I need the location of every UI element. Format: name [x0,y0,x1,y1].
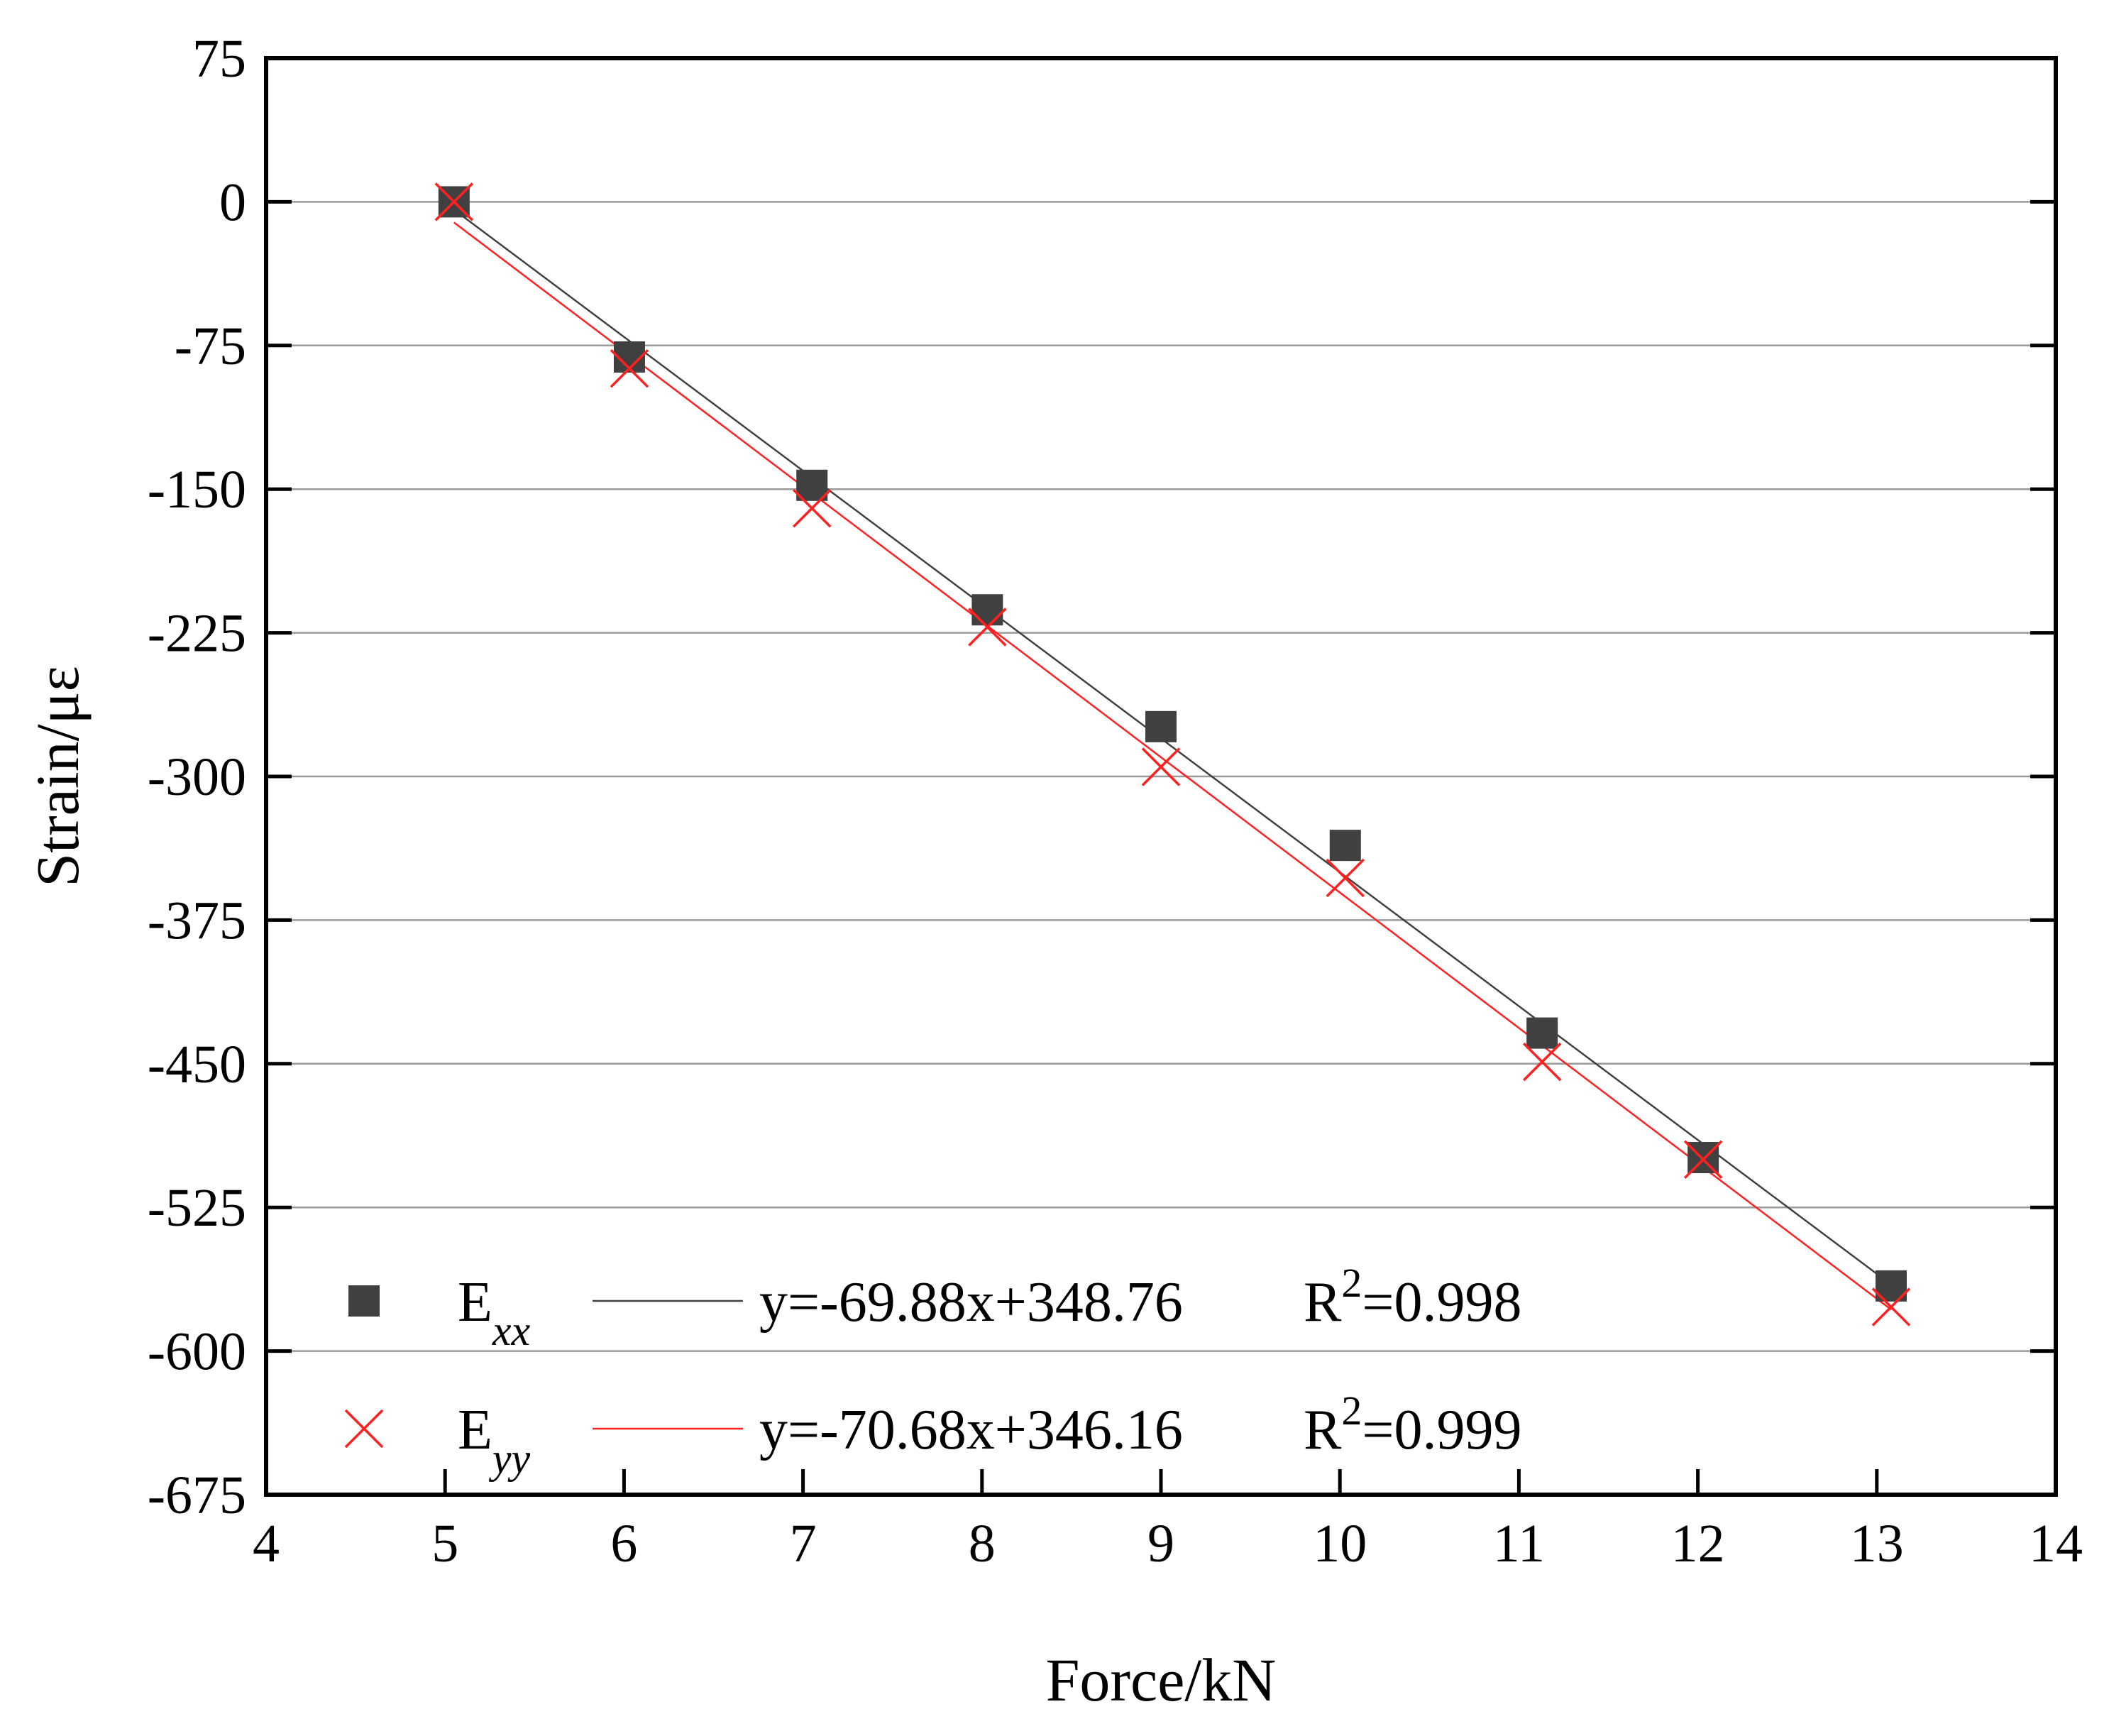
fit-line-xx [453,209,1892,1285]
legend-r2-sup-yy: 2 [1341,1388,1362,1434]
legend-r2-yy: R2=0.999 [1304,1388,1521,1461]
x-tick-label: 8 [969,1514,996,1573]
point-yy-stroke-b [1141,747,1181,786]
x-tick-label: 6 [610,1514,637,1573]
y-tick-labels: 75 0 -75 -150 -225 -300 -375 -450 -525 -600 -675 [148,29,246,1525]
x-tick-label: 14 [2029,1514,2083,1573]
legend-marker-yy-stroke-b [344,1409,384,1449]
y-tick-label: 0 [219,172,246,232]
point-yy [1683,1140,1723,1179]
legend-subscript-xx: xx [492,1307,531,1354]
legend-label-xx: Exx [458,1271,531,1354]
point-yy [434,182,474,221]
y-tick-label: 75 [192,29,246,89]
x-axis-title: Force/kN [1046,1646,1277,1714]
y-tick-label: -300 [148,747,246,807]
point-yy [968,608,1007,647]
point-yy-stroke-b [434,182,474,221]
y-tick-label: -600 [148,1322,246,1382]
point-yy [792,488,832,528]
legend-r2-sup-xx: 2 [1341,1260,1362,1306]
point-yy [1522,1042,1562,1082]
x-tick-label: 10 [1313,1514,1367,1573]
legend-equation-yy: y=-70.68x+346.16 [759,1399,1183,1461]
fit-lines [453,209,1892,1311]
legend-subscript-yy: yy [488,1435,531,1482]
x-tick-label: 13 [1850,1514,1904,1573]
point-yy [1871,1287,1911,1326]
legend-equation-xx: y=-69.88x+348.76 [759,1271,1183,1334]
point-yy-stroke-b [968,608,1007,647]
fit-line-yy [453,221,1892,1311]
point-yy [610,348,649,388]
y-tick-label: -450 [148,1035,246,1094]
y-tick-label: -75 [175,317,246,376]
point-xx [1145,710,1177,742]
y-axis-title: Strain/με [23,666,92,887]
x-tick-labels: 4 5 6 7 8 9 10 11 12 13 14 [253,1514,2083,1573]
legend-marker-yy [344,1409,384,1449]
axis-ticks [264,56,2058,1497]
point-yy-stroke-b [1522,1042,1562,1082]
legend-r2-value-xx: =0.998 [1362,1271,1521,1334]
y-tick-label: -375 [148,891,246,950]
point-yy [1326,858,1365,898]
y-tick-label: -675 [148,1466,246,1525]
point-xx [796,469,828,501]
x-tick-label: 4 [253,1514,280,1573]
x-tick-label: 9 [1147,1514,1174,1573]
point-yy-stroke-b [610,348,649,388]
y-tick-label: -150 [148,460,246,520]
x-tick-label: 11 [1493,1514,1545,1573]
y-tick-label: -525 [148,1178,246,1238]
point-xx [971,594,1003,626]
point-yy-stroke-b [1683,1140,1723,1179]
legend-r2-value-yy: =0.999 [1362,1399,1521,1461]
point-yy [1141,747,1181,786]
legend: Exx y=-69.88x+348.76 R2=0.998 Eyy y=-70.68x+… [344,1260,1521,1482]
point-yy-stroke-b [792,488,832,528]
x-tick-label: 7 [790,1514,817,1573]
point-xx [1526,1017,1558,1049]
point-xx [1687,1142,1719,1174]
point-yy-stroke-b [1326,858,1365,898]
y-tick-label: -225 [148,604,246,664]
point-yy-stroke-b [1871,1287,1911,1326]
legend-label-yy: Eyy [458,1399,531,1482]
legend-marker-xx [348,1285,380,1317]
x-tick-label: 5 [431,1514,458,1573]
grid-lines [266,201,2056,1352]
legend-r2-xx: R2=0.998 [1304,1260,1521,1334]
x-tick-label: 12 [1671,1514,1725,1573]
point-xx [1329,830,1361,862]
data-markers [434,182,1911,1326]
